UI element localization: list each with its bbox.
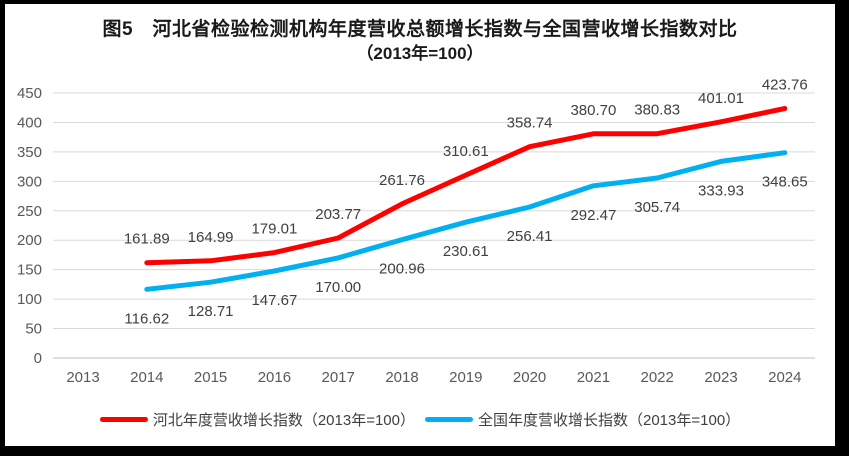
data-label: 203.77 [315,206,361,223]
x-axis-tick-label: 2019 [449,369,482,386]
y-axis-tick-label: 100 [17,291,42,308]
x-axis-tick-label: 2016 [258,369,291,386]
x-axis-tick-label: 2023 [704,369,737,386]
data-label: 256.41 [507,228,553,245]
y-axis-tick-label: 0 [34,350,42,367]
x-axis-tick-label: 2022 [641,369,674,386]
data-label: 200.96 [379,261,425,278]
x-axis-tick-label: 2013 [66,369,99,386]
y-axis-tick-label: 150 [17,262,42,279]
data-label: 170.00 [315,279,361,296]
data-label: 261.76 [379,172,425,189]
line-chart: 0 50 100 150 200 250 300 350 400 450 2013 2014 2015 2… [17,76,815,386]
chart-legend: 河北年度营收增长指数（2013年=100） 全国年度营收增长指数（2013年=1… [5,409,835,430]
data-label: 401.01 [698,90,744,107]
legend-swatch-hebei [99,417,148,422]
data-label: 292.47 [570,207,616,224]
x-axis-tick-label: 2015 [194,369,227,386]
data-label: 358.74 [507,115,553,132]
x-axis-tick-label: 2018 [385,369,418,386]
data-label: 348.65 [762,174,808,191]
x-axis-tick-label: 2017 [322,369,355,386]
y-axis-tick-label: 200 [17,232,42,249]
legend-label-hebei: 河北年度营收增长指数（2013年=100） [152,412,415,429]
data-label: 423.76 [762,76,808,93]
y-axis-tick-label: 400 [17,114,42,131]
chart-title: 图5 河北省检验检测机构年度营收总额增长指数与全国营收增长指数对比 [102,19,738,40]
data-label: 230.61 [443,243,489,260]
y-axis-tick-label: 250 [17,203,42,220]
x-axis-tick-label: 2024 [768,369,801,386]
data-label: 128.71 [188,303,234,320]
y-axis-tick-label: 300 [17,173,42,190]
data-label: 161.89 [124,231,170,248]
chart-title-block: 图5 河北省检验检测机构年度营收总额增长指数与全国营收增长指数对比 （2013年… [5,17,835,65]
y-axis-tick-label: 50 [25,321,42,338]
series-line-0 [144,106,788,266]
data-label: 333.93 [698,182,744,199]
y-axis-tick-label: 350 [17,144,42,161]
series-line-1 [144,150,788,292]
data-label: 179.01 [251,221,297,238]
legend-item-hebei: 河北年度营收增长指数（2013年=100） [99,409,415,430]
legend-item-national: 全国年度营收增长指数（2013年=100） [425,409,740,430]
x-axis-tick-label: 2014 [130,369,163,386]
data-label: 305.74 [634,199,680,216]
data-label: 380.70 [570,102,616,119]
y-axis-tick-label: 450 [17,85,42,102]
data-label: 310.61 [443,143,489,160]
data-label: 116.62 [124,310,169,327]
x-axis-tick-label: 2021 [577,369,610,386]
data-label: 380.83 [634,102,680,119]
legend-label-national: 全国年度营收增长指数（2013年=100） [478,412,741,429]
chart-subtitle: （2013年=100） [356,44,484,63]
x-axis-tick-label: 2020 [513,369,546,386]
legend-swatch-national [425,417,473,422]
data-label: 147.67 [251,292,297,309]
data-label: 164.99 [188,229,234,246]
